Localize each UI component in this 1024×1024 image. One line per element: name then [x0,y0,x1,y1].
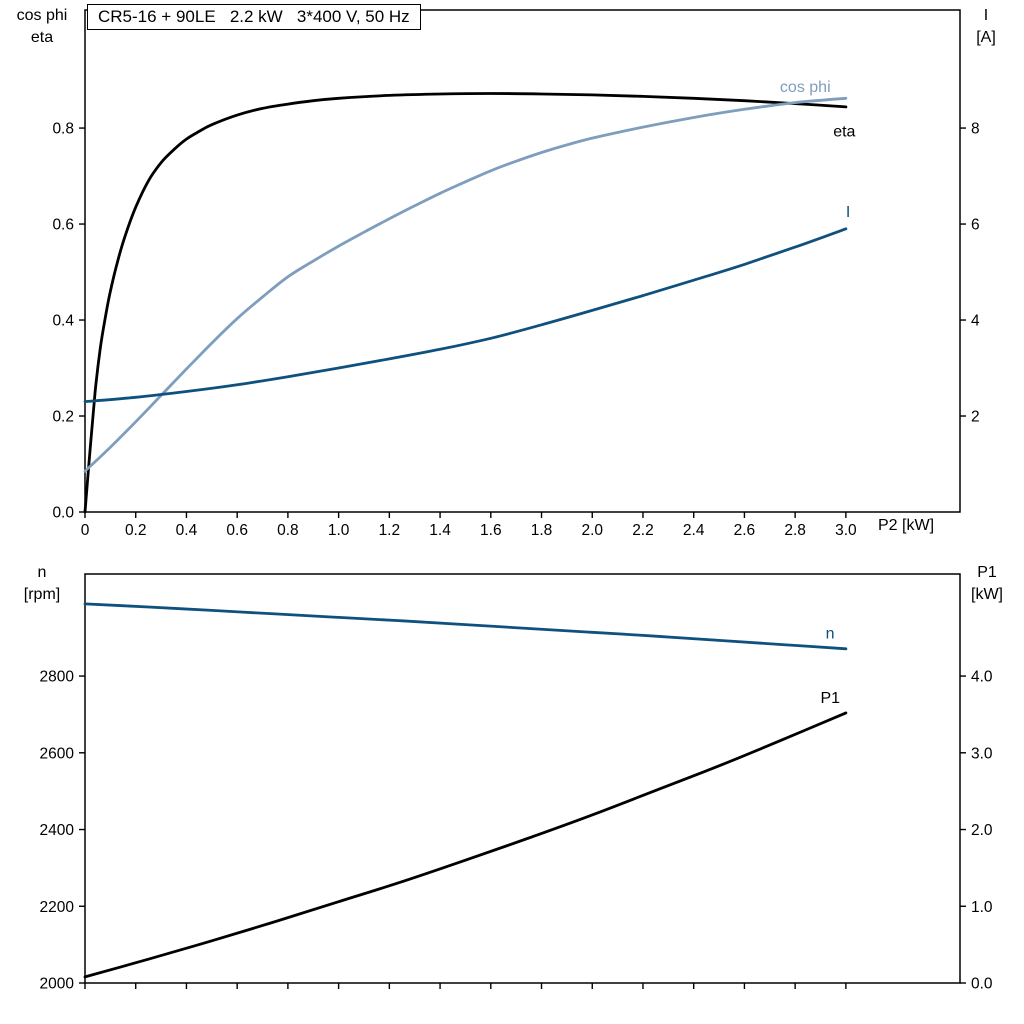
axis-title-line: n [37,564,47,581]
axis-title-line: [kW] [971,586,1003,603]
curve-eta [83,92,848,514]
right-tick-label: 2.0 [971,822,993,839]
right-tick-label: 0.0 [971,976,993,993]
x-tick-label: 0.6 [226,522,248,539]
x-tick-label: 2.6 [734,522,756,539]
curve-cos-phi [83,96,848,473]
curve-P1 [83,711,848,979]
left-tick-label: 0.2 [52,409,74,426]
right-tick-label: 4 [971,313,980,330]
top-right-axis-title: I [A] [956,5,1016,49]
curve-n [83,602,848,651]
left-tick-label: 2600 [40,745,75,762]
right-tick-label: 3.0 [971,745,993,762]
x-tick-label: 1.6 [480,522,502,539]
x-tick-label: 1.0 [328,522,350,539]
curve-label-I: I [846,204,850,221]
x-tick-label: 1.2 [379,522,401,539]
bottom-left-axis-title: n [rpm] [2,562,82,606]
top-left-axis-title: cos phi eta [2,5,82,49]
axis-title-line: cos phi [16,7,68,24]
left-tick-label: 0.4 [52,313,74,330]
right-tick-label: 1.0 [971,899,993,916]
axis-title-line: eta [30,29,54,46]
right-tick-label: 4.0 [971,669,993,686]
left-tick-label: 2000 [40,976,75,993]
x-axis-label: P2 [kW] [878,517,935,534]
curve-label-P1: P1 [821,690,841,707]
curve-I [83,227,848,403]
x-tick-label: 0.2 [125,522,147,539]
right-tick-label: 2 [971,409,980,426]
left-tick-label: 2200 [40,899,75,916]
left-tick-label: 2800 [40,669,75,686]
axis-title-line: [rpm] [23,586,61,603]
axis-title-line: [A] [976,29,996,46]
left-tick-label: 0.6 [52,217,74,234]
right-tick-label: 8 [971,121,980,138]
x-tick-label: 1.8 [531,522,553,539]
panel-2-group: 2000 2200 2400 2600 2800 0.0 1.0 2.0 3.0 4.0 n P1 [40,573,993,993]
curve-label-n: n [826,625,835,642]
plot-frame [84,9,961,513]
x-tick-label: 2.0 [581,522,603,539]
x-tick-label: 2.8 [784,522,806,539]
bottom-right-axis-title: P1 [kW] [958,562,1016,606]
left-tick-label: 0.8 [52,121,74,138]
curve-label-cos-phi: cos phi [780,79,831,96]
x-tick-label: 0.8 [277,522,299,539]
x-tick-label: 3.0 [835,522,857,539]
right-tick-label: 6 [971,217,980,234]
left-tick-label: 0.0 [52,505,74,522]
x-tick-label: 2.2 [632,522,654,539]
axis-title-line: I [983,7,989,24]
x-tick-label: 0 [81,522,90,539]
x-tick-label: 0.4 [176,522,198,539]
left-tick-label: 2400 [40,822,75,839]
chart-title-box: CR5-16 + 90LE 2.2 kW 3*400 V, 50 Hz [87,4,421,30]
x-tick-label: 1.4 [429,522,451,539]
axis-title-line: P1 [977,564,997,581]
plot-frame [84,573,961,984]
x-tick-label: 2.4 [683,522,705,539]
curve-label-eta: eta [833,124,855,141]
panel-1-group: 0 0.2 0.4 0.6 0.8 1.0 1.2 1.4 1.6 1.8 2.0 2.2 2.4 2.6… [52,9,980,539]
